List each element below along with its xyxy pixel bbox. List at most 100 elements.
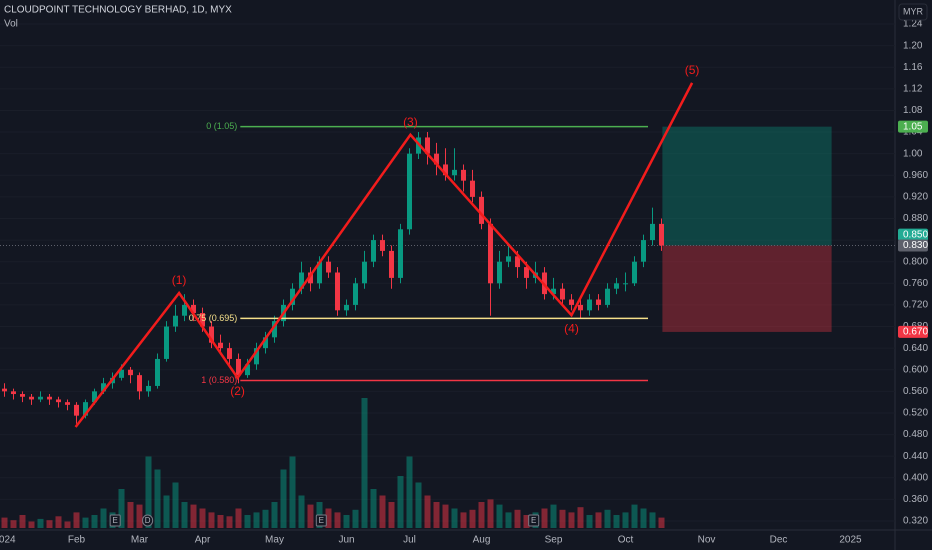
event-marker[interactable]	[315, 514, 327, 527]
volume-bar	[325, 508, 332, 528]
candle-body	[371, 240, 376, 262]
volume-bar	[550, 504, 557, 528]
candle-body	[614, 283, 619, 289]
volume-bar	[496, 504, 503, 528]
candle-body	[560, 288, 565, 300]
volume-bar	[271, 502, 278, 528]
candle-body	[254, 348, 259, 365]
chart-title: CLOUDPOINT TECHNOLOGY BERHAD, 1D, MYX	[4, 5, 232, 16]
y-tick-label: 0.920	[903, 192, 928, 203]
candle-body	[497, 261, 502, 284]
candle-body	[470, 180, 475, 197]
x-tick-label: Dec	[770, 535, 788, 546]
volume-bar	[64, 521, 71, 528]
candle-body	[128, 369, 133, 376]
candle-body	[515, 256, 520, 268]
volume-bar	[658, 517, 665, 528]
volume-bar	[298, 495, 305, 528]
y-tick-label: 0.760	[903, 278, 928, 289]
candle-body	[488, 223, 493, 284]
volume-bar	[253, 512, 260, 528]
volume-bar	[262, 509, 269, 528]
candle-body	[524, 267, 529, 278]
x-tick-label: Feb	[68, 535, 86, 546]
candle-body	[551, 288, 556, 295]
volume-bar	[640, 508, 647, 528]
candle-body	[11, 391, 16, 395]
candle-body	[137, 375, 142, 392]
volume-bar	[91, 515, 98, 528]
volume-label: Vol	[4, 19, 18, 30]
volume-bar	[73, 512, 80, 528]
candle-body	[56, 399, 61, 403]
price-badge-label: 0.670	[903, 327, 928, 338]
candle-body	[407, 153, 412, 230]
candle-body	[299, 272, 304, 289]
event-marker[interactable]	[109, 514, 121, 527]
volume-bar	[226, 516, 233, 528]
candle-body	[74, 404, 79, 416]
candle-body	[344, 304, 349, 311]
volume-bar	[469, 509, 476, 528]
y-tick-label: 0.520	[903, 408, 928, 419]
y-tick-label: 0.720	[903, 300, 928, 311]
volume-bar	[514, 509, 521, 528]
y-tick-label: 0.800	[903, 256, 928, 267]
volume-bar	[595, 512, 602, 528]
candle-body	[398, 229, 403, 278]
candle-body	[452, 169, 457, 176]
x-tick-label: Apr	[195, 535, 211, 546]
wave-label: (3)	[403, 115, 418, 129]
candle-body	[164, 326, 169, 359]
volume-bar	[1, 517, 8, 528]
x-tick-label: 2024	[0, 535, 16, 546]
candle-body	[659, 223, 664, 246]
event-marker[interactable]	[528, 514, 540, 527]
candle-body	[173, 315, 178, 327]
fib-label: 0 (1.05)	[206, 121, 237, 131]
candle-body	[443, 164, 448, 176]
volume-bar	[235, 508, 242, 528]
volume-bar	[406, 456, 413, 528]
candle-body	[605, 288, 610, 305]
candle-body	[389, 250, 394, 278]
volume-bar	[631, 504, 638, 528]
volume-bar	[307, 504, 314, 528]
candle-body	[434, 153, 439, 165]
price-badge-label: 0.830	[903, 240, 928, 251]
event-marker[interactable]	[142, 514, 154, 527]
volume-bar	[37, 518, 44, 528]
candle-body	[155, 358, 160, 386]
y-tick-label: 0.560	[903, 386, 928, 397]
candle-body	[623, 283, 628, 285]
y-tick-label: 1.12	[903, 83, 923, 94]
volume-bar	[397, 476, 404, 528]
candle-body	[146, 385, 151, 392]
candle-body	[290, 288, 295, 305]
candle-body	[191, 304, 196, 314]
candle-body	[317, 261, 322, 284]
candle-body	[650, 223, 655, 241]
x-tick-label: 2025	[839, 535, 862, 546]
event-label: E	[319, 516, 324, 525]
y-tick-label: 0.440	[903, 451, 928, 462]
currency-button[interactable]	[898, 3, 928, 21]
event-label: E	[113, 516, 118, 525]
y-tick-label: 0.400	[903, 472, 928, 483]
volume-bar	[352, 509, 359, 528]
candle-body	[200, 313, 205, 327]
volume-bar	[127, 502, 134, 528]
candle-body	[308, 272, 313, 284]
candle-body	[632, 261, 637, 284]
volume-bar	[388, 502, 395, 528]
candle-body	[245, 364, 250, 376]
candle-body	[29, 396, 34, 400]
event-label: D	[145, 516, 151, 525]
candle-body	[272, 321, 277, 338]
volume-bar	[361, 398, 368, 528]
volume-bar	[244, 515, 251, 528]
candle-body	[425, 137, 430, 154]
candle-body	[92, 391, 97, 403]
volume-bar	[568, 512, 575, 528]
